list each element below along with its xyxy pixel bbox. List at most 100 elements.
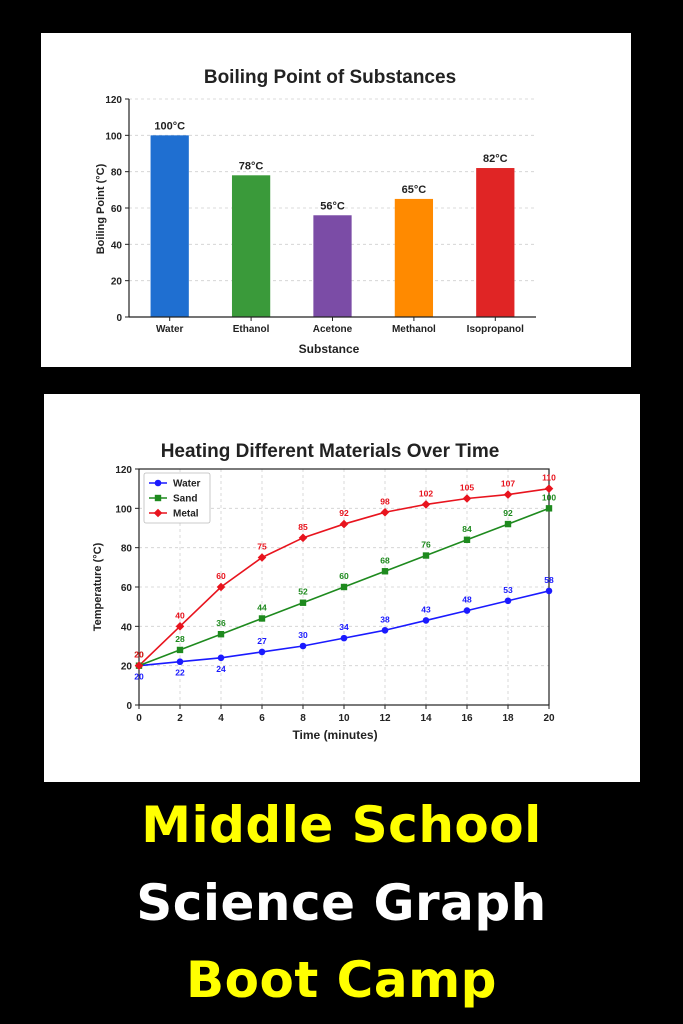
point-label-metal: 85 — [298, 522, 308, 532]
x-tick-label: 14 — [420, 713, 432, 724]
point-metal — [421, 500, 431, 509]
x-tick-label: 2 — [177, 713, 183, 724]
point-label-sand: 92 — [503, 508, 513, 518]
x-tick-label: 8 — [300, 713, 306, 724]
point-label-sand: 60 — [339, 571, 349, 581]
point-label-sand: 28 — [175, 634, 185, 644]
point-label-sand: 52 — [298, 587, 308, 597]
bar-value-label: 65°C — [402, 184, 427, 196]
x-tick-label: 20 — [543, 713, 555, 724]
point-label-water: 58 — [544, 575, 554, 585]
bar-acetone — [313, 215, 352, 317]
point-label-water: 38 — [380, 614, 390, 624]
point-sand — [504, 520, 512, 528]
chart-title: Heating Different Materials Over Time — [161, 441, 500, 462]
legend-marker-sand — [154, 494, 162, 502]
point-water — [545, 587, 553, 595]
point-metal — [134, 661, 144, 670]
point-label-water: 43 — [421, 604, 431, 614]
point-water — [176, 658, 184, 666]
heating-materials-line-chart: Heating Different Materials Over Time 0 2… — [92, 441, 556, 742]
y-tick-label: 100 — [115, 504, 132, 515]
point-label-water: 48 — [462, 595, 472, 605]
x-tick-label: 10 — [338, 713, 350, 724]
y-tick-label: 120 — [105, 95, 122, 106]
y-tick-label: 100 — [105, 131, 122, 142]
y-tick-label: 80 — [121, 544, 133, 555]
y-tick-label: 80 — [111, 168, 123, 179]
x-tick-label: 0 — [136, 713, 142, 724]
y-axis-label: Boiling Point (°C) — [95, 163, 107, 254]
point-sand — [463, 536, 471, 543]
legend-box — [143, 472, 211, 524]
point-label-sand: 100 — [542, 492, 556, 502]
point-label-water: 34 — [339, 622, 349, 632]
point-metal — [298, 533, 308, 543]
point-label-sand: 44 — [257, 602, 267, 612]
y-tick-label: 40 — [121, 622, 133, 633]
point-label-metal: 40 — [175, 610, 185, 620]
point-label-metal: 92 — [339, 508, 349, 518]
point-label-metal: 20 — [134, 650, 144, 660]
legend-marker-water — [154, 479, 162, 487]
banner-line-3: Boot Camp — [186, 951, 497, 1009]
point-label-metal: 98 — [380, 496, 390, 506]
point-sand — [422, 552, 430, 559]
heating-materials-chart-panel: Heating Different Materials Over Time 0 2… — [44, 394, 640, 782]
point-sand — [340, 583, 348, 591]
chart-title: Boiling Point of Substances — [204, 67, 456, 88]
point-label-water: 27 — [257, 636, 267, 646]
point-water — [504, 597, 512, 605]
banner-line-1: Middle School — [141, 796, 542, 854]
boiling-point-bar-chart: Boiling Point of Substances 0 20 40 60 80 100… — [95, 67, 536, 356]
point-metal — [380, 507, 390, 517]
point-label-sand: 36 — [216, 618, 226, 628]
x-tick-label: 6 — [259, 713, 265, 724]
point-label-sand: 84 — [462, 524, 472, 534]
x-tick-label: Acetone — [313, 324, 353, 335]
bar-value-label: 100°C — [154, 120, 185, 132]
x-axis-label: Substance — [299, 342, 360, 356]
bar-isopropanol — [476, 168, 515, 317]
bar-value-label: 56°C — [320, 200, 345, 212]
point-water — [422, 617, 430, 624]
bar-methanol — [394, 198, 434, 317]
point-label-metal: 105 — [460, 483, 474, 493]
point-label-metal: 110 — [542, 473, 556, 483]
point-metal — [462, 494, 472, 503]
y-tick-label: 60 — [121, 583, 133, 594]
y-tick-label: 20 — [121, 662, 133, 673]
x-tick-label: 12 — [379, 713, 391, 724]
x-axis-label: Time (minutes) — [292, 728, 377, 742]
banner-line-2: Science Graph — [136, 874, 547, 932]
point-label-metal: 60 — [216, 571, 226, 581]
point-water — [217, 654, 225, 662]
point-label-water: 22 — [175, 668, 185, 678]
point-metal — [175, 622, 185, 631]
x-tick-label: 18 — [502, 713, 514, 724]
point-sand — [299, 599, 307, 606]
bar-value-label: 82°C — [483, 153, 508, 165]
y-tick-label: 0 — [126, 701, 132, 712]
point-label-sand: 68 — [380, 555, 390, 565]
point-sand — [217, 631, 225, 638]
point-sand — [176, 646, 184, 654]
legend: Water Sand Metal — [143, 472, 211, 524]
point-label-water: 30 — [298, 630, 308, 640]
title-banner: Middle School Science Graph Boot Camp — [0, 788, 683, 1024]
x-tick-label: Water — [156, 324, 184, 335]
point-label-sand: 20 — [134, 650, 144, 660]
x-tick-label: 16 — [461, 713, 473, 724]
y-tick-label: 40 — [111, 240, 123, 251]
legend-label-water: Water — [173, 479, 201, 490]
x-tick-label: Isopropanol — [467, 324, 524, 335]
point-label-metal: 107 — [501, 479, 515, 489]
legend-label-sand: Sand — [173, 494, 197, 505]
point-metal — [503, 490, 513, 499]
point-label-sand: 76 — [421, 540, 431, 550]
point-sand — [545, 505, 553, 512]
point-water — [299, 642, 307, 650]
point-water — [381, 626, 389, 634]
y-tick-label: 60 — [111, 204, 123, 215]
legend-label-metal: Metal — [173, 509, 199, 520]
